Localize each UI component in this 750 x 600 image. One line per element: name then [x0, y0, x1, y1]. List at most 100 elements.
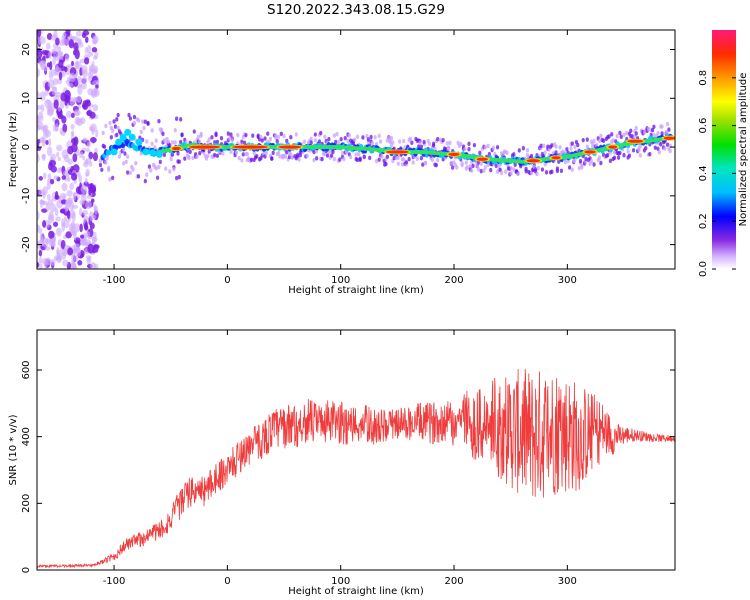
spectrogram-speckle — [74, 223, 81, 233]
spectrogram-blob — [110, 148, 118, 156]
spectrogram-speckle — [76, 95, 82, 103]
spectrogram-speckle — [46, 62, 51, 68]
spectrogram-halo — [597, 155, 602, 160]
spectrogram-halo — [472, 142, 477, 148]
spectrogram-halo — [606, 153, 610, 158]
spectrogram-hotspot — [663, 136, 675, 140]
spectrogram-halo — [646, 126, 651, 132]
spectrogram-speckle — [40, 137, 46, 143]
spectrogram-halo — [323, 134, 327, 139]
spectrogram-halo — [187, 155, 191, 161]
spectrogram-halo — [294, 132, 298, 137]
spectrogram-halo — [535, 171, 539, 177]
spectrogram-speckle — [91, 127, 95, 136]
spectrogram-speckle — [60, 131, 66, 137]
spectrogram-halo — [483, 165, 487, 170]
spectrogram-halo — [565, 147, 569, 152]
spectrogram-halo — [162, 152, 166, 158]
spectrogram-speckle — [46, 32, 53, 41]
spectrogram-frame — [36, 29, 676, 270]
spectrogram-halo — [128, 116, 132, 121]
spectrogram-halo — [385, 154, 389, 159]
spectrogram-halo — [384, 161, 388, 167]
spectrogram-speckle — [44, 98, 51, 108]
spectrogram-speckle — [92, 237, 96, 244]
spectrogram-halo — [142, 125, 146, 131]
spectrogram-speckle — [92, 39, 98, 45]
spectrogram-x-tick-label: -100 — [103, 275, 126, 286]
spectrogram-halo — [215, 139, 220, 145]
spectrogram-halo — [177, 159, 181, 164]
spectrogram-halo — [597, 138, 602, 144]
spectrogram-halo — [275, 138, 279, 144]
spectrogram-halo — [648, 151, 652, 157]
spectrogram-speckle — [57, 156, 62, 162]
snr-ticks: -100 0 100 200 300 0 200 400 600 — [21, 330, 675, 587]
spectrogram-speckle — [80, 58, 85, 64]
spectrogram-speckle — [39, 199, 46, 204]
spectrogram-speckle — [47, 78, 55, 89]
snr-y-tick-label: 600 — [21, 360, 32, 379]
spectrogram-halo — [576, 142, 580, 148]
spectrogram-halo — [377, 157, 381, 162]
spectrogram-speckle — [58, 71, 63, 81]
spectrogram-halo — [391, 140, 395, 145]
spectrogram-halo — [136, 118, 141, 123]
spectrogram-speckle — [54, 207, 59, 217]
spectrogram-halo — [115, 117, 119, 122]
spectrogram-halo — [132, 120, 137, 126]
spectrogram-speckle — [88, 151, 94, 160]
spectrogram-speckle — [73, 243, 81, 252]
spectrogram-halo — [460, 161, 464, 166]
spectrogram-halo — [563, 159, 568, 165]
spectrogram-halo — [618, 130, 622, 136]
spectrogram-halo — [374, 141, 379, 147]
spectrogram-halo — [569, 146, 573, 151]
spectrogram-halo — [517, 148, 521, 153]
snr-y-tick-label: 200 — [21, 494, 32, 513]
spectrogram-speckle — [89, 222, 95, 230]
snr-x-tick-label: 100 — [331, 576, 350, 587]
spectrogram-halo — [234, 150, 239, 155]
spectrogram-hotspot — [386, 150, 409, 154]
spectrogram-halo — [315, 156, 319, 161]
spectrogram-speckle — [84, 36, 89, 43]
spectrogram-halo — [357, 151, 361, 157]
spectrogram-y-tick-label: 10 — [21, 92, 32, 105]
spectrogram-halo — [466, 165, 470, 170]
spectrogram-speckle — [84, 177, 88, 184]
spectrogram-speckle — [70, 112, 75, 118]
spectrogram-speckle — [37, 146, 42, 151]
spectrogram-halo — [580, 163, 584, 168]
spectrogram-halo — [629, 128, 633, 134]
spectrogram-speckle — [55, 91, 62, 98]
spectrogram-speckle — [79, 207, 83, 217]
spectrogram-halo — [263, 154, 267, 159]
spectrogram-halo — [339, 136, 343, 142]
spectrogram-halo — [358, 156, 362, 161]
spectrogram-halo — [404, 160, 409, 165]
spectrogram-speckle — [76, 118, 83, 127]
spectrogram-halo — [340, 150, 345, 156]
spectrogram-halo — [199, 133, 203, 139]
spectrogram-halo — [312, 149, 316, 155]
spectrogram-speckle — [80, 192, 87, 202]
spectrogram-speckle — [38, 189, 46, 196]
spectrogram-speckle — [79, 223, 83, 233]
spectrogram-speckle — [89, 184, 95, 193]
spectrogram-speckle — [68, 38, 75, 49]
spectrogram-speckle — [92, 80, 99, 86]
spectrogram-halo — [102, 144, 107, 149]
spectrogram-speckle — [62, 123, 68, 133]
spectrogram-speckle — [74, 49, 80, 60]
spectrogram-halo — [524, 166, 528, 172]
spectrogram-speckle — [72, 153, 78, 163]
spectrogram-halo — [441, 138, 445, 143]
snr-frame — [36, 329, 676, 571]
spectrogram-halo — [516, 171, 520, 177]
spectrogram-hotspot — [526, 159, 541, 163]
spectrogram-speckle — [39, 36, 46, 45]
spectrogram-halo — [634, 131, 638, 136]
spectrogram-speckle — [85, 200, 92, 210]
